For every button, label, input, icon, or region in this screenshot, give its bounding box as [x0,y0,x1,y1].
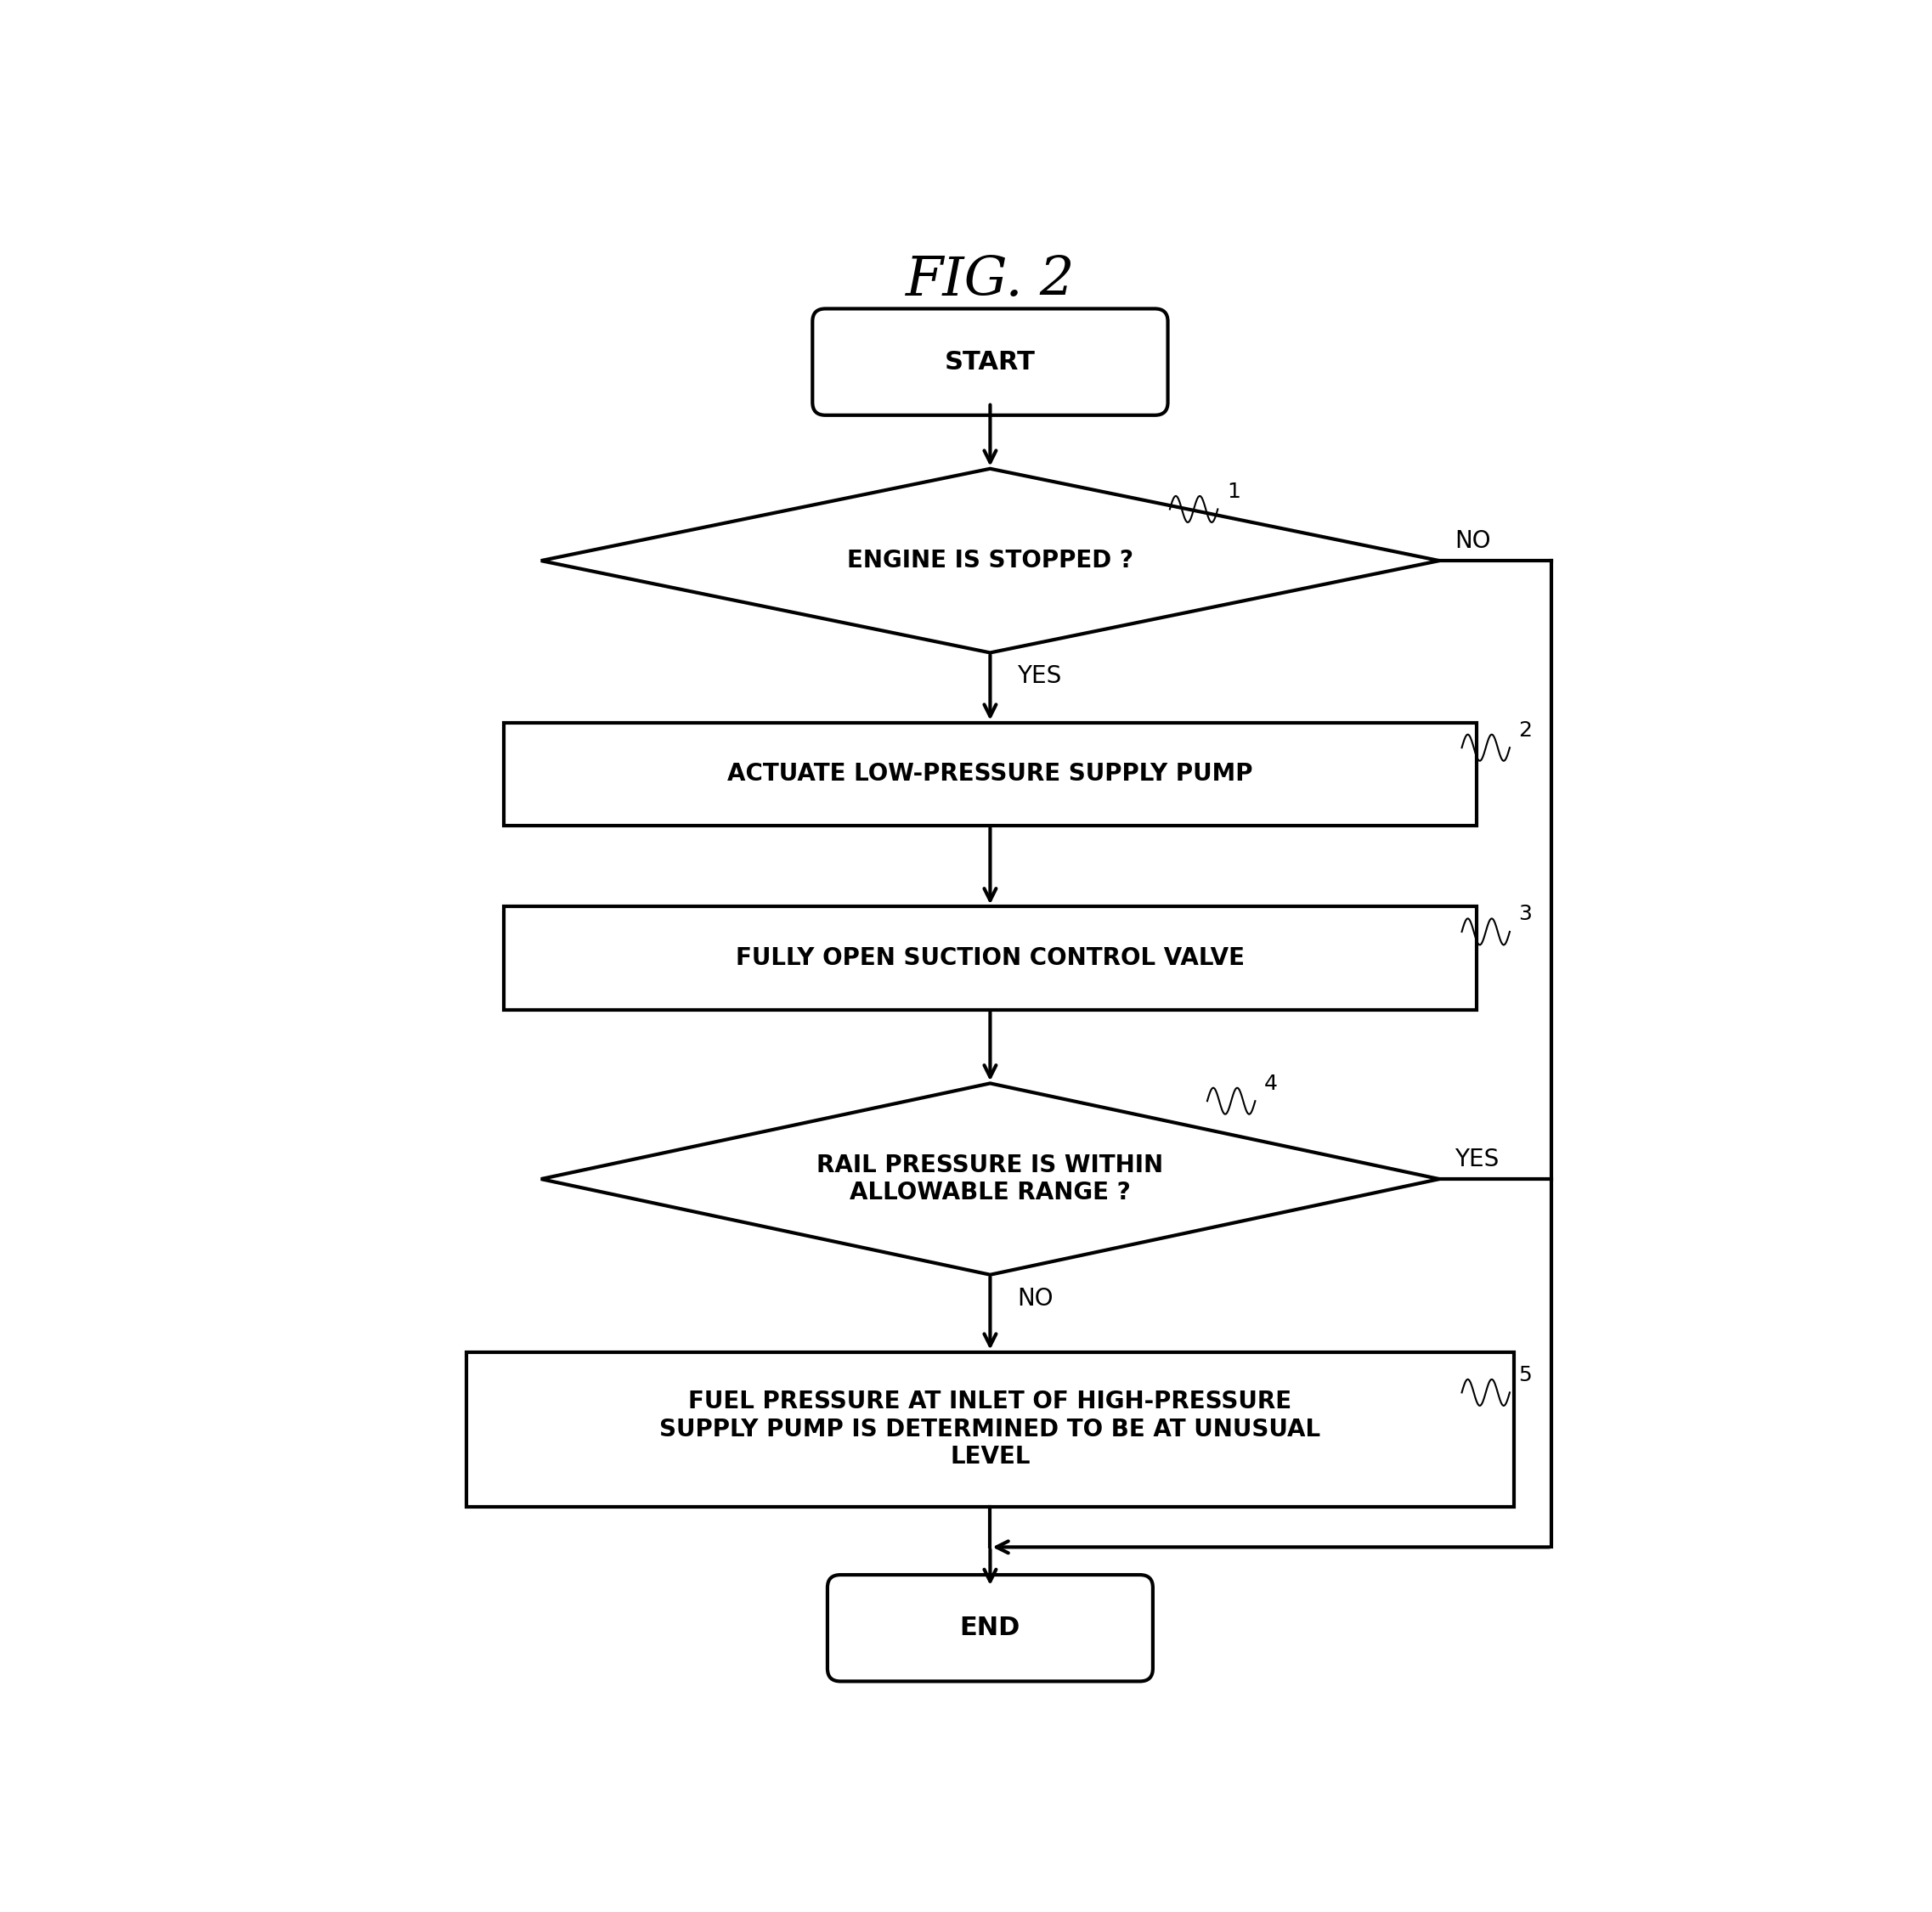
Bar [466,1352,1515,1507]
Text: 2: 2 [1519,721,1532,740]
Text: FUEL PRESSURE AT INLET OF HIGH-PRESSURE
SUPPLY PUMP IS DETERMINED TO BE AT UNUSU: FUEL PRESSURE AT INLET OF HIGH-PRESSURE … [659,1390,1321,1468]
Text: 1: 1 [1227,482,1240,501]
Bar [504,906,1476,1010]
Text: YES: YES [1455,1147,1499,1172]
Text: ACTUATE LOW-PRESSURE SUPPLY PUMP: ACTUATE LOW-PRESSURE SUPPLY PUMP [728,763,1252,786]
Text: END: END [960,1616,1020,1640]
Polygon shape [541,468,1439,652]
Text: 4: 4 [1264,1073,1277,1094]
Text: RAIL PRESSURE IS WITHIN
ALLOWABLE RANGE ?: RAIL PRESSURE IS WITHIN ALLOWABLE RANGE … [817,1153,1163,1205]
Text: YES: YES [1016,665,1061,688]
Text: FIG. 2: FIG. 2 [906,254,1074,308]
Text: FULLY OPEN SUCTION CONTROL VALVE: FULLY OPEN SUCTION CONTROL VALVE [736,946,1244,969]
Polygon shape [541,1084,1439,1275]
Text: NO: NO [1016,1287,1053,1310]
Text: START: START [945,350,1036,375]
Text: 5: 5 [1519,1365,1532,1384]
Text: ENGINE IS STOPPED ?: ENGINE IS STOPPED ? [846,549,1134,572]
Text: 3: 3 [1519,904,1532,923]
FancyBboxPatch shape [813,308,1167,415]
Bar [504,723,1476,826]
FancyBboxPatch shape [827,1575,1153,1681]
Text: NO: NO [1455,530,1490,553]
